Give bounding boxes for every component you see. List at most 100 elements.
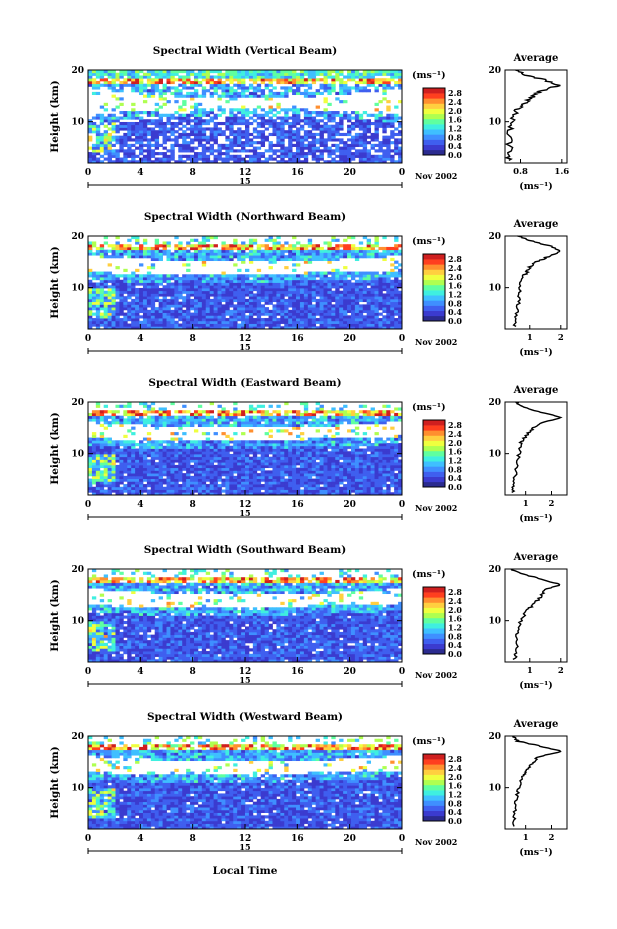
x-tick-label: 12 (239, 334, 252, 344)
x-tick-label: 16 (291, 500, 304, 510)
panel-title: Spectral Width (Northward Beam) (144, 211, 346, 223)
colorbar-tick-label: 2.0 (448, 438, 462, 448)
colorbar-swatch (423, 430, 445, 436)
average-frame (504, 69, 568, 164)
x-tick-label: 12 (239, 667, 252, 677)
average-x-tick-label: 1 (527, 333, 533, 343)
x-tick-label: 4 (137, 168, 143, 178)
x-tick-label: 8 (190, 500, 196, 510)
average-y-tick-label: 10 (488, 118, 501, 128)
colorbar-swatch (423, 481, 445, 488)
average-y-tick-label: 10 (488, 617, 501, 627)
colorbar-swatch (423, 805, 445, 811)
colorbar-tick-label: 2.8 (448, 754, 462, 764)
colorbar-swatch (423, 129, 445, 135)
panel-title: Spectral Width (Southward Beam) (144, 544, 346, 556)
x-tick-label: 0 (85, 334, 91, 344)
x-tick-label: 0 (85, 168, 91, 178)
colorbar-tick-label: 0.4 (448, 640, 462, 650)
colorbar-swatch (423, 790, 445, 796)
colorbar-tick-label: 2.8 (448, 254, 462, 264)
panel-3: Spectral Width (Southward Beam)1020Heigh… (49, 544, 568, 691)
colorbar-swatch (423, 800, 445, 806)
month-year-label: Nov 2002 (415, 171, 457, 181)
colorbar-tick-label: 2.4 (448, 596, 462, 606)
average-x-tick-label: 2 (558, 333, 564, 343)
colorbar-swatch (423, 264, 445, 270)
colorbar-tick-label: 1.2 (448, 455, 462, 465)
x-tick-label: 0 (85, 834, 91, 844)
colorbar-swatch (423, 300, 445, 306)
x-tick-label: 0 (399, 334, 405, 344)
colorbar-swatch (423, 108, 445, 115)
y-tick-label: 10 (71, 784, 84, 794)
colorbar-swatch (423, 612, 445, 619)
y-tick-label: 10 (71, 617, 84, 627)
colorbar-tick-label: 2.0 (448, 106, 462, 116)
heatmap (88, 736, 403, 830)
colorbar-tick-label: 0.8 (448, 798, 462, 808)
x-tick-label: 0 (399, 168, 405, 178)
average-frame (504, 735, 568, 830)
y-tick-label: 10 (71, 284, 84, 294)
colorbar-frame (422, 753, 446, 822)
colorbar-tick-label: 2.8 (448, 88, 462, 98)
average-frame (504, 568, 568, 663)
date-day-label: 15 (239, 176, 250, 186)
average-y-tick-label: 10 (488, 784, 501, 794)
colorbar-swatch (423, 633, 445, 639)
colorbar-swatch (423, 305, 445, 311)
average-x-tick-label: 2 (549, 499, 555, 509)
panel-title: Spectral Width (Eastward Beam) (148, 377, 341, 389)
colorbar-tick-label: 0.8 (448, 464, 462, 474)
x-tick-label: 8 (190, 334, 196, 344)
panel-0: Spectral Width (Vertical Beam) 10 20 Height… (49, 45, 569, 192)
colorbar-swatch (423, 425, 445, 431)
colorbar-swatch (423, 290, 445, 296)
colorbar-swatch (423, 450, 445, 457)
colorbar-tick-label: 0.8 (448, 132, 462, 142)
colorbar-swatch (423, 269, 445, 275)
x-tick-label: 16 (291, 834, 304, 844)
average-frame (504, 235, 568, 330)
heatmap (88, 402, 403, 496)
colorbar-swatch (423, 810, 445, 817)
average-title: Average (513, 719, 559, 730)
colorbar-swatch (423, 815, 445, 822)
colorbar-swatch (423, 643, 445, 650)
colorbar-swatch (423, 607, 445, 614)
panel-4: Spectral Width (Westward Beam)1020Height… (49, 711, 568, 858)
y-tick-label: 20 (71, 565, 84, 575)
colorbar-tick-label: 2.0 (448, 272, 462, 282)
colorbar-swatch (423, 134, 445, 140)
x-tick-label: 4 (137, 500, 143, 510)
colorbar-swatch (423, 638, 445, 644)
colorbar-swatch (423, 98, 445, 104)
colorbar-swatch (423, 592, 445, 598)
colorbar-swatch (423, 597, 445, 603)
colorbar-tick-label: 2.8 (448, 587, 462, 597)
colorbar-swatch (423, 103, 445, 109)
colorbar-tick-label: 0.0 (448, 649, 462, 659)
colorbar-frame (422, 419, 446, 488)
x-tick-label: 16 (291, 334, 304, 344)
average-x-tick-label: 1 (523, 499, 529, 509)
colorbar-swatch (423, 648, 445, 655)
y-axis-label: Height (km) (49, 746, 61, 818)
x-axis-label: Local Time (213, 865, 278, 877)
x-tick-label: 0 (85, 500, 91, 510)
x-tick-label: 12 (239, 500, 252, 510)
x-tick-label: 8 (190, 667, 196, 677)
x-tick-label: 20 (343, 834, 356, 844)
colorbar-swatch (423, 310, 445, 317)
colorbar-swatch (423, 118, 445, 125)
heatmap (88, 236, 403, 330)
x-tick-label: 8 (190, 168, 196, 178)
x-tick-label: 12 (239, 168, 252, 178)
x-tick-label: 16 (291, 168, 304, 178)
y-axis-label: Height (km) (49, 80, 61, 152)
colorbar-tick-label: 1.2 (448, 289, 462, 299)
average-y-tick-label: 20 (488, 66, 501, 76)
average-profile-line (511, 401, 563, 494)
colorbar-tick-label: 2.4 (448, 429, 462, 439)
